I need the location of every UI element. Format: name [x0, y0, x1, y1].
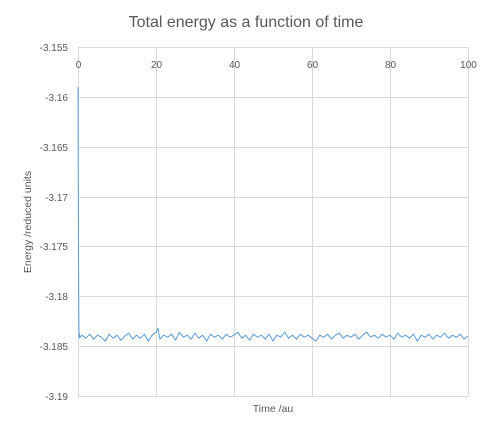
y-tick-label: -3.16 — [45, 93, 68, 104]
y-tick-label: -3.19 — [45, 392, 68, 403]
gridlines — [78, 47, 469, 397]
y-tick-label: -3.155 — [40, 43, 69, 54]
chart-title: Total energy as a function of time — [129, 14, 364, 31]
x-tick-label: 60 — [307, 60, 319, 71]
x-tick-label: 0 — [76, 60, 82, 71]
axes: -3.155 -3.16 -3.165 -3.17 -3.175 -3.18 -3.185 -… — [40, 43, 478, 403]
y-tick-label: -3.18 — [45, 292, 68, 303]
y-axis-title: Energy /reduced units — [22, 171, 34, 273]
x-tick-label: 80 — [385, 60, 397, 71]
energy-series-line — [77, 86, 469, 342]
x-tick-label: 40 — [229, 60, 241, 71]
x-tick-label: 20 — [151, 60, 163, 71]
x-tick-label: 100 — [460, 60, 477, 71]
series-layer — [77, 86, 469, 342]
y-tick-label: -3.17 — [45, 193, 68, 204]
y-tick-label: -3.165 — [40, 143, 69, 154]
x-axis-title: Time /au — [253, 403, 294, 415]
y-tick-label: -3.175 — [40, 242, 69, 253]
y-tick-label: -3.185 — [40, 342, 69, 353]
